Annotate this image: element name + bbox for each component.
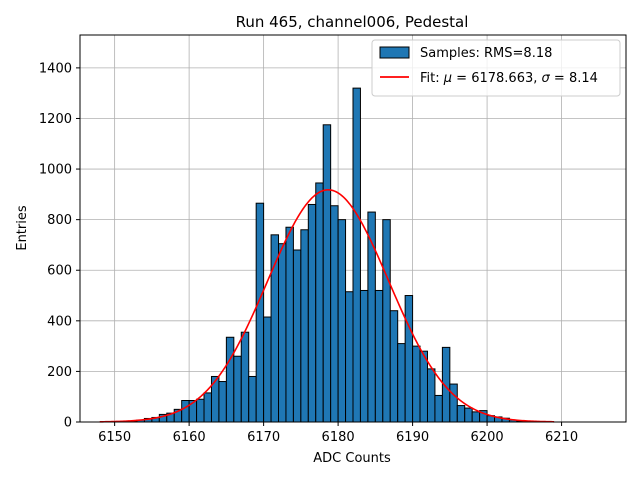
y-axis-label: Entries [15,205,30,251]
legend-fit-mu: 6178.663 [471,71,533,86]
histogram-bar [404,295,414,423]
histogram-bar [345,291,354,423]
histogram-bar [374,289,384,423]
histogram-bar [315,182,324,423]
histogram-bar [278,243,287,423]
y-tick-label: 200 [47,365,72,380]
legend-fit-label: Fit: μ = 6178.663, σ = 8.14 [420,71,598,86]
x-tick-label: 6150 [98,430,131,445]
histogram-bar [434,394,443,423]
histogram-bar [419,350,428,423]
x-tick-label: 6200 [471,430,504,445]
histogram-bar [218,381,227,423]
legend: Samples: RMS=8.18 Fit: μ = 6178.663, σ =… [371,39,621,97]
histogram-bar [292,249,302,423]
x-tick-label: 6190 [396,430,429,445]
x-axis-label: ADC Counts [313,451,391,466]
y-tick-label: 800 [47,213,72,228]
histogram-bar [203,392,212,423]
y-tick-label: 1200 [39,112,72,127]
x-tick-label: 6180 [322,430,355,445]
histogram-bar [449,383,458,423]
histogram-bar [300,229,309,423]
histogram-bar [330,205,339,423]
histogram-bar [263,316,272,423]
histogram-bar [337,219,347,423]
y-axis-ticks: 0 200 400 600 800 1000 1200 1400 [39,61,80,431]
histogram-bar [285,226,294,423]
x-tick-label: 6160 [173,430,206,445]
histogram-bar [233,355,242,423]
histogram-bar [307,203,317,423]
histogram-bar [248,375,257,423]
chart-title: Run 465, channel006, Pedestal [236,13,469,31]
legend-histogram-swatch [379,46,410,59]
histogram-bar [389,310,399,423]
x-axis-ticks: 6150 6160 6170 6180 6190 6200 6210 [98,422,578,445]
y-tick-label: 1400 [39,61,72,76]
legend-fit-prefix: Fit: [420,71,440,86]
histogram-bar [464,407,473,423]
histogram-bars [121,87,533,423]
histogram-bar [181,400,190,423]
y-tick-label: 0 [64,416,72,431]
fit-curve [99,188,555,423]
x-tick-label: 6170 [247,430,280,445]
histogram-bar [471,411,481,423]
y-tick-label: 400 [47,314,72,329]
histogram-bar [352,87,361,423]
histogram-bar [255,202,265,423]
histogram-bar [196,398,205,423]
histogram-bar [412,345,421,423]
histogram-bar [359,289,369,423]
histogram-bar [322,124,332,423]
legend-box [371,39,621,97]
histogram-bar [225,336,235,423]
histogram-bar [240,331,250,423]
legend-fit-sigma: 8.14 [569,71,598,86]
y-tick-label: 1000 [39,163,72,178]
histogram-bar [397,343,406,423]
histogram-bar [426,368,436,423]
y-tick-label: 600 [47,264,72,279]
x-tick-label: 6210 [545,430,578,445]
histogram-bar [456,405,466,423]
plot-frame [79,34,627,423]
legend-histogram-label: Samples: RMS=8.18 [420,46,552,61]
histogram-bar [382,219,391,423]
